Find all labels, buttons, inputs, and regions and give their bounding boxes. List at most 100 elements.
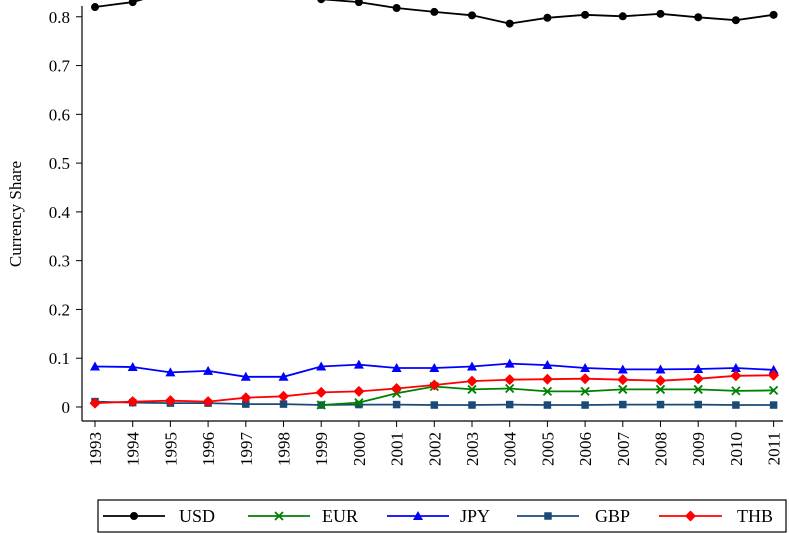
gbp-point [392, 400, 401, 409]
thb-point [579, 373, 591, 385]
gbp-point [279, 400, 288, 408]
x-tick-label: 2004 [501, 432, 520, 467]
thb-point [89, 397, 101, 409]
jpy-point [391, 362, 402, 372]
y-axis-label: Currency Share [6, 161, 25, 267]
jpy-point [504, 358, 515, 368]
gbp-point [769, 401, 778, 409]
usd-point [618, 12, 627, 21]
eur-point [542, 386, 553, 397]
x-tick-label: 2001 [388, 432, 407, 466]
jpy-point [278, 371, 289, 381]
thb-point [541, 373, 553, 385]
gbp-point [242, 400, 250, 408]
thb-point [466, 375, 478, 387]
x-tick-label: 1996 [199, 432, 218, 466]
jpy-point [353, 359, 364, 369]
eur-point [693, 384, 703, 395]
jpy-point [730, 362, 741, 372]
jpy-point [768, 364, 779, 374]
usd-point [468, 11, 476, 20]
thb-point [768, 369, 780, 381]
x-tick-label: 2010 [727, 432, 746, 466]
legend-label: JPY [460, 506, 490, 526]
y-tick-label: 0.8 [49, 8, 70, 27]
legend-marker [274, 511, 284, 521]
legend-item-eur: EUR [248, 506, 358, 526]
legend-item-gbp: GBP [517, 506, 630, 526]
jpy-point [240, 371, 251, 381]
usd-point [430, 7, 439, 16]
legend-label: USD [179, 506, 215, 526]
legend-item-jpy: JPY [387, 506, 490, 526]
usd-point [769, 10, 778, 19]
thb-point [164, 395, 176, 407]
y-tick-label: 0.7 [49, 57, 71, 76]
usd-point [543, 13, 552, 22]
thb-point [692, 373, 704, 385]
x-tick-label: 2006 [576, 432, 595, 466]
jpy-point [316, 361, 327, 371]
gbp-point [505, 400, 514, 409]
jpy-point [580, 362, 591, 372]
jpy-point [655, 364, 666, 374]
y-tick-label: 0 [62, 398, 71, 417]
y-tick-label: 0.5 [49, 154, 70, 173]
eur-point [467, 384, 477, 395]
x-tick-labels: 1993 1994 1995 1996 1997 1998 1999 2000 2001 2002… [86, 432, 784, 467]
x-tick-label: 1999 [312, 432, 331, 466]
thb-point [127, 396, 139, 408]
y-tick-label: 0.4 [49, 203, 71, 222]
eur-point [768, 385, 779, 396]
usd-point [731, 16, 740, 25]
thb-point [278, 390, 289, 402]
legend-item-usd: USD [103, 506, 215, 526]
x-tick-label: 2011 [765, 432, 784, 465]
x-tick-label: 1995 [161, 432, 180, 466]
x-tick-label: 2002 [425, 432, 444, 466]
gbp-point [468, 401, 476, 409]
thb-point [391, 382, 403, 394]
gbp-point [619, 400, 627, 409]
jpy-point [203, 365, 214, 375]
gbp-point [543, 401, 552, 409]
x-tick-label: 2005 [538, 432, 557, 466]
usd-point [392, 3, 401, 12]
jpy-point [617, 364, 628, 374]
eur-point [316, 400, 326, 410]
y-tick-label: 0.3 [49, 252, 70, 271]
y-tick-label: 0.1 [49, 349, 70, 368]
x-tick-label: 1997 [237, 432, 256, 467]
thb-point [353, 385, 365, 397]
jpy-point [693, 363, 704, 373]
thb-point [730, 370, 742, 382]
thb-point [428, 379, 440, 391]
gbp-point [656, 400, 665, 409]
thb-point [617, 374, 629, 386]
series-group [89, 0, 780, 410]
usd-point [581, 10, 590, 19]
usd-point [505, 19, 514, 28]
jpy-point [90, 361, 100, 371]
eur-point [731, 386, 741, 396]
legend-marker [685, 510, 696, 522]
x-tick-label: 2000 [350, 432, 369, 466]
gbp-point [694, 400, 702, 409]
eur-point [354, 397, 364, 408]
x-tick-label: 2008 [652, 432, 671, 466]
usd-point [91, 3, 99, 12]
legend-label: GBP [595, 506, 630, 526]
thb-point [240, 392, 252, 404]
usd-point [128, 0, 137, 7]
series-gbp [91, 397, 778, 409]
gbp-point [430, 401, 439, 409]
x-tick-label: 1998 [275, 432, 294, 466]
usd-point [656, 9, 665, 18]
legend-label: EUR [322, 506, 358, 526]
x-tick-label: 2007 [614, 432, 633, 467]
x-tick-label: 1993 [86, 432, 105, 466]
y-tick-labels: 00.10.20.30.40.50.60.70.80.9 [49, 8, 71, 417]
axes [76, 6, 783, 427]
series-thb [89, 369, 780, 409]
